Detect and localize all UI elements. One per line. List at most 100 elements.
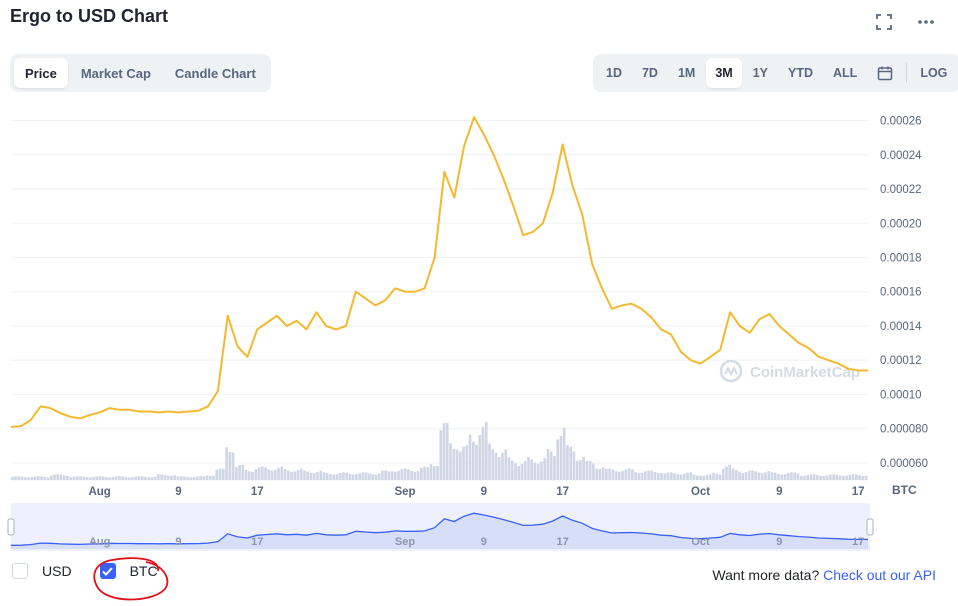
volume-bar [98, 476, 102, 480]
volume-bar [325, 472, 329, 480]
volume-bar [335, 474, 339, 480]
volume-bar [514, 463, 517, 480]
navigator-tick-label: 9 [776, 536, 782, 548]
volume-bar [183, 476, 186, 480]
range-1y[interactable]: 1Y [752, 66, 769, 80]
range-ytd[interactable]: YTD [788, 66, 814, 80]
volume-bar [595, 468, 598, 480]
y-tick-label: 0.00016 [880, 287, 922, 299]
volume-bar [484, 422, 488, 480]
volume-bar [809, 474, 813, 480]
volume-bar [751, 470, 754, 480]
navigator-tick-label: 17 [251, 536, 263, 548]
volume-bar [718, 474, 722, 480]
volume-bar [851, 474, 855, 480]
volume-bar [420, 467, 423, 480]
log-toggle[interactable]: LOG [920, 66, 948, 80]
volume-bar [30, 476, 34, 480]
api-link[interactable]: Check out our API [823, 567, 936, 583]
volume-bar [796, 473, 800, 480]
volume-bar [173, 475, 176, 480]
price-chart[interactable]: CoinMarketCap 0.00026 0.00024 0.00022 0.000… [0, 0, 958, 560]
more-options-icon[interactable] [916, 12, 936, 32]
y-tick-label: 0.000060 [880, 458, 928, 470]
volume-bar [816, 474, 819, 480]
y-tick-label: 0.00026 [880, 116, 922, 128]
volume-bar [452, 448, 456, 480]
volume-bar [546, 449, 550, 480]
btc-checkbox[interactable] [99, 563, 116, 579]
volume-bar [364, 472, 368, 480]
volume-bar [543, 458, 547, 480]
volume-bar [212, 475, 215, 480]
navigator-line [10, 512, 868, 546]
volume-bar [186, 477, 189, 480]
volume-bar [209, 475, 212, 480]
volume-bar [202, 476, 206, 480]
volume-bar [140, 476, 144, 480]
x-tick-label: Aug [88, 486, 110, 498]
volume-bar [624, 469, 628, 480]
volume-bar [36, 476, 40, 480]
volume-bar [338, 472, 342, 480]
x-tick-label: 17 [251, 486, 264, 498]
fullscreen-icon[interactable] [874, 12, 894, 32]
volume-bar [95, 476, 99, 480]
volume-bar [562, 427, 566, 480]
tab-market-cap[interactable]: Market Cap [80, 65, 151, 81]
volume-bar [829, 474, 832, 480]
tab-candle-chart[interactable]: Candle Chart [174, 65, 256, 81]
volume-bar [267, 469, 271, 480]
volume-bar [79, 476, 82, 480]
volume-bar [647, 470, 650, 480]
volume-bar [118, 476, 121, 480]
volume-bar [381, 470, 384, 480]
calendar-icon [878, 66, 893, 81]
volume-bar [150, 477, 154, 480]
volume-bar [260, 466, 264, 480]
api-promo: Want more data? Check out our API [712, 567, 936, 583]
usd-checkbox[interactable] [12, 563, 28, 579]
volume-bar [738, 471, 741, 480]
calendar-button[interactable] [868, 58, 902, 88]
volume-bar [517, 466, 521, 480]
volume-bar [296, 470, 300, 480]
volume-bar [783, 474, 787, 480]
range-7d[interactable]: 7D [641, 66, 658, 80]
volume-bar [650, 470, 654, 480]
volume-bar [468, 434, 472, 480]
volume-bar [46, 477, 50, 480]
volume-bar [27, 477, 30, 480]
tab-price[interactable]: Price [14, 58, 68, 88]
volume-bar [241, 464, 245, 480]
volume-bar [559, 435, 563, 480]
btc-label: BTC [129, 563, 158, 579]
volume-bar [218, 468, 222, 480]
volume-bar [669, 472, 673, 480]
volume-bar [244, 469, 248, 480]
volume-bar [864, 475, 868, 480]
volume-bar [692, 474, 696, 480]
volume-bar [777, 473, 780, 480]
range-1d[interactable]: 1D [606, 66, 622, 80]
volume-bar [85, 477, 89, 480]
volume-bar [585, 461, 589, 480]
volume-bar [764, 472, 767, 480]
volume-bar [179, 476, 183, 480]
volume-bar [205, 475, 209, 480]
navigator-tick-label: Sep [395, 536, 415, 548]
range-1m[interactable]: 1M [677, 66, 696, 80]
volume-bar [712, 472, 715, 480]
volume-bar [247, 471, 251, 480]
navigator-right-handle[interactable] [866, 518, 874, 536]
volume-bar [627, 468, 631, 480]
volume-bar [368, 473, 371, 480]
range-all[interactable]: ALL [833, 66, 858, 80]
range-3m[interactable]: 3M [706, 58, 742, 88]
volume-bar [540, 461, 543, 480]
volume-bar [355, 474, 358, 480]
volume-bar [621, 470, 624, 480]
navigator-left-handle[interactable] [7, 518, 15, 536]
volume-bar [747, 470, 751, 480]
volume-bar [176, 476, 180, 480]
